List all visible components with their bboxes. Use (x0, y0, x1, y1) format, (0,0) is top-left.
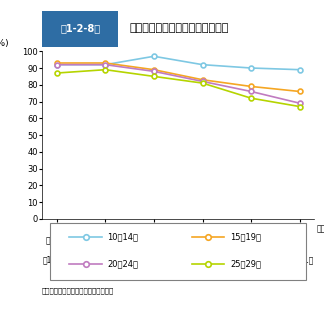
Text: 20〜24歳: 20〜24歳 (108, 260, 138, 268)
Text: 8: 8 (152, 236, 156, 245)
Text: 昭和 61: 昭和 61 (46, 236, 67, 245)
Text: （1986）: （1986） (42, 256, 71, 265)
Text: 18: 18 (246, 236, 256, 245)
Text: 平成 3: 平成 3 (97, 236, 113, 245)
Text: （年）: （年） (317, 224, 324, 233)
Text: 15〜19歳: 15〜19歳 (230, 232, 261, 241)
Text: （2006）: （2006） (237, 256, 265, 265)
Text: 13: 13 (198, 236, 207, 245)
Text: 第1-2-8図: 第1-2-8図 (60, 23, 100, 33)
Text: （2011）: （2011） (285, 256, 314, 265)
Text: （2001）: （2001） (188, 256, 217, 265)
Text: （1991）: （1991） (91, 256, 120, 265)
Text: 10〜14歳: 10〜14歳 (108, 232, 138, 241)
Text: 23: 23 (295, 236, 305, 245)
Text: 25〜29歳: 25〜29歳 (230, 260, 261, 268)
Text: (%): (%) (0, 39, 9, 48)
Text: （1996）: （1996） (140, 256, 168, 265)
Text: （出典）総務省「社会生活基本調査」: （出典）総務省「社会生活基本調査」 (42, 287, 114, 294)
FancyBboxPatch shape (42, 12, 118, 47)
Text: 過去１年間にスポーツを行った人: 過去１年間にスポーツを行った人 (129, 23, 229, 33)
FancyBboxPatch shape (50, 223, 306, 280)
